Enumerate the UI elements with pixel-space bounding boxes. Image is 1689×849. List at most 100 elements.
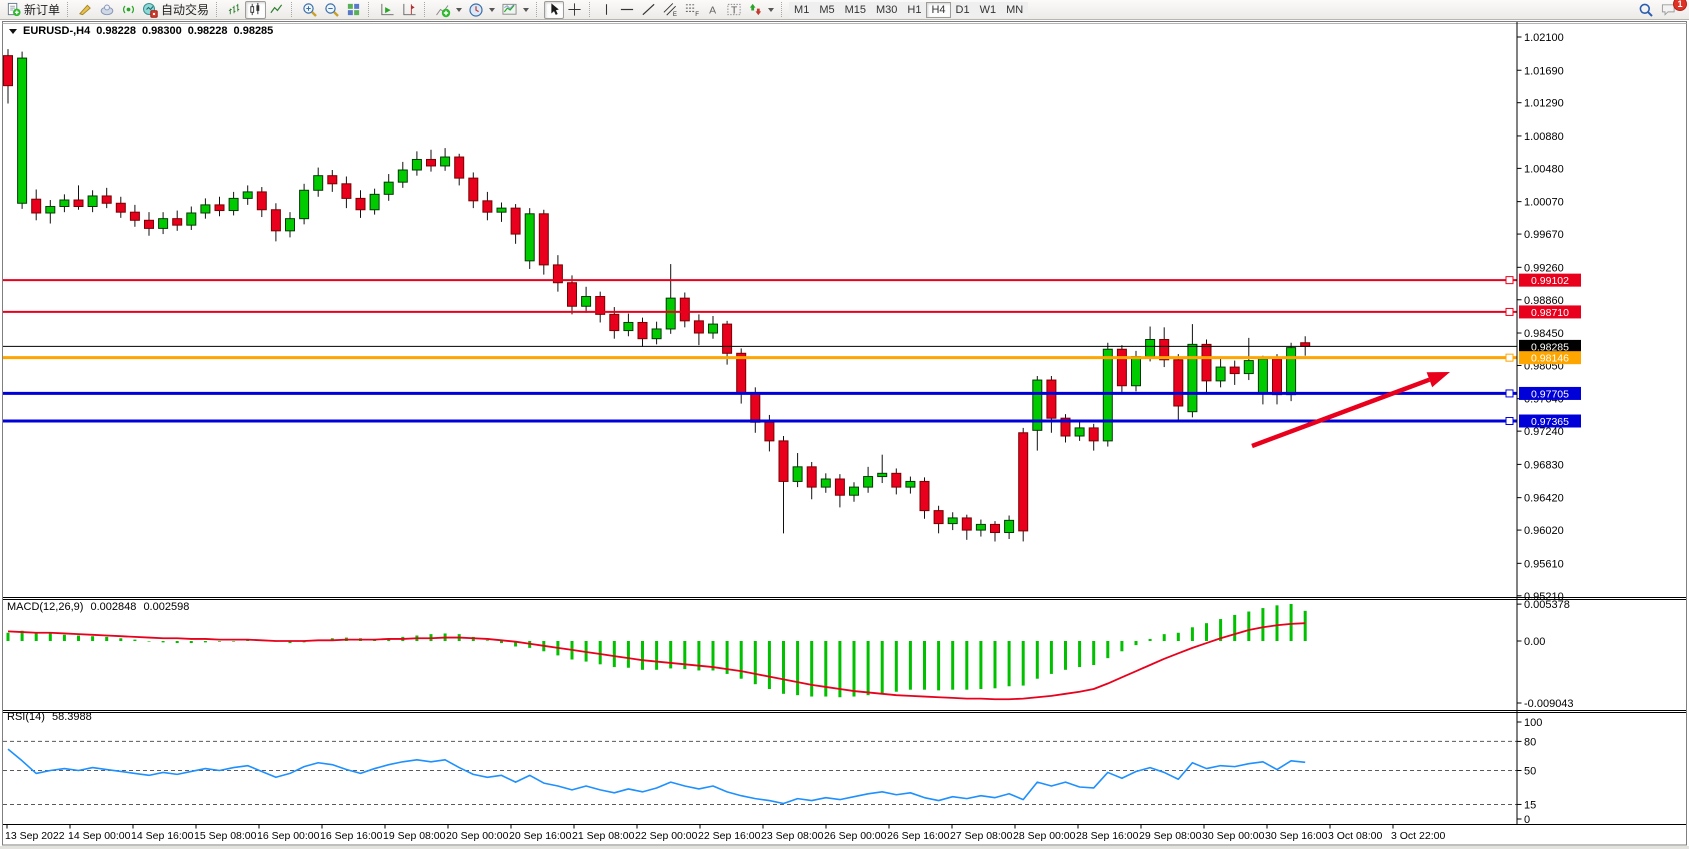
macd-histogram-bar	[1261, 608, 1265, 641]
candle	[1159, 339, 1170, 361]
autotrading-button[interactable]: 自动交易	[139, 1, 212, 19]
time-axis-label: 22 Sep 16:00	[698, 830, 761, 842]
timeframe-m5-button[interactable]: M5	[814, 1, 840, 18]
candle	[609, 313, 620, 332]
time-axis-label: 29 Sep 08:00	[1139, 830, 1202, 842]
timeframe-w1-button[interactable]: W1	[974, 1, 1002, 18]
templates-button[interactable]	[498, 1, 532, 19]
macd-histogram-bar	[203, 641, 207, 643]
time-axis-label: 14 Sep 00:00	[68, 830, 131, 842]
vertical-line-tool-button[interactable]	[597, 1, 616, 19]
candle	[679, 297, 690, 322]
line-chart-mode-button[interactable]	[266, 1, 287, 19]
chart-shift-button[interactable]	[398, 1, 420, 19]
timeframe-h1-button[interactable]: H1	[902, 1, 927, 18]
zoom-in-button[interactable]	[299, 1, 321, 19]
timeframe-h4-button[interactable]: H4	[926, 1, 951, 18]
rsi-name: RSI(14)	[7, 711, 45, 723]
equidistant-channel-tool-button[interactable]: E	[659, 1, 681, 19]
price-level-marker[interactable]	[1505, 353, 1514, 362]
timeframe-d1-button[interactable]: D1	[950, 1, 975, 18]
chat-notification-badge[interactable]: 1	[1673, 0, 1687, 11]
search-icon	[1639, 3, 1653, 17]
horizontal-line-tool-button[interactable]	[616, 1, 638, 19]
candle	[651, 328, 662, 340]
time-axis-label: 30 Sep 16:00	[1265, 830, 1328, 842]
candlestick-mode-button[interactable]	[245, 0, 267, 19]
periods-dropdown-caret[interactable]	[489, 7, 496, 12]
search-button[interactable]	[1635, 1, 1657, 19]
zoom-out-button[interactable]	[321, 1, 343, 19]
price-level-marker[interactable]	[1505, 307, 1514, 316]
macd-histogram-bar	[767, 641, 771, 689]
toolbar-separator	[589, 2, 593, 17]
templates-dropdown-caret[interactable]	[523, 7, 530, 12]
periods-button[interactable]	[465, 1, 498, 19]
candle	[820, 478, 831, 488]
new-order-button[interactable]: 新订单	[3, 1, 63, 19]
bar-chart-mode-button[interactable]	[224, 1, 245, 19]
candle	[172, 218, 183, 226]
candle	[524, 213, 535, 262]
zoom-in-icon	[303, 2, 317, 17]
price-badge-label: 0.99102	[1531, 275, 1569, 287]
trend-arrow-shaft[interactable]	[1251, 377, 1431, 449]
community-button[interactable]	[96, 1, 118, 19]
macd-histogram-bar	[119, 638, 123, 641]
price-level-marker[interactable]	[1505, 417, 1514, 426]
text-label-tool-button[interactable]: T	[723, 1, 745, 19]
macd-label: MACD(12,26,9) 0.002848 0.002598	[7, 601, 193, 613]
price-badge-label: 0.98146	[1531, 353, 1569, 365]
timeframe-m30-button[interactable]: M30	[871, 1, 903, 18]
metaeditor-button[interactable]	[75, 1, 96, 19]
svg-text:E: E	[673, 11, 677, 17]
candle	[411, 158, 422, 171]
macd-histogram-bar	[34, 632, 38, 641]
price-level-marker[interactable]	[1505, 276, 1514, 285]
rsi-axis-label: 15	[1524, 799, 1536, 811]
trend-arrow-head[interactable]	[1426, 372, 1450, 388]
candle	[270, 209, 281, 232]
macd-signal-line	[7, 622, 1306, 701]
macd-histogram-bar	[796, 641, 800, 696]
alerts-button[interactable]	[118, 1, 139, 19]
chart-collapse-icon[interactable]	[9, 28, 17, 34]
auto-scroll-button[interactable]	[376, 1, 398, 19]
candle	[891, 472, 902, 488]
macd-histogram-bar	[147, 641, 151, 642]
arrows-tool-button[interactable]	[745, 1, 777, 19]
tile-windows-button[interactable]	[343, 1, 364, 19]
fibonacci-tool-button[interactable]: F	[681, 1, 703, 19]
toolbar: 新订单 自动交易	[0, 0, 1689, 20]
candle	[919, 480, 930, 512]
price-axis-label: 0.95610	[1524, 558, 1564, 570]
candle	[1018, 432, 1029, 532]
price-chart-canvas: 1.02100 1.01690 1.01290 1.00880 1.00480 1.000…	[0, 21, 1689, 849]
candle	[200, 204, 211, 214]
cursor-tool-button[interactable]	[544, 0, 565, 19]
svg-text:F: F	[695, 11, 699, 17]
arrows-dropdown-caret[interactable]	[768, 7, 775, 12]
macd-histogram-bar	[852, 641, 856, 697]
text-tool-button[interactable]: A	[703, 1, 723, 19]
macd-histogram-bar	[1190, 627, 1194, 641]
chart-area[interactable]: 1.02100 1.01690 1.01290 1.00880 1.00480 1.000…	[0, 20, 1689, 849]
indicators-button[interactable]	[432, 1, 465, 19]
crosshair-tool-button[interactable]	[564, 1, 585, 19]
macd-histogram-bar	[1064, 641, 1067, 670]
candle	[1131, 356, 1141, 387]
timeframe-m15-button[interactable]: M15	[839, 1, 871, 18]
equidistant-channel-icon: E	[663, 3, 677, 17]
candle	[961, 517, 972, 531]
macd-histogram-bar	[810, 641, 814, 697]
price-level-marker[interactable]	[1505, 389, 1514, 398]
horizontal-line-icon	[620, 8, 634, 11]
timeframe-m1-button[interactable]: M1	[789, 1, 815, 18]
timeframe-mn-button[interactable]: MN	[1001, 1, 1029, 18]
trendline-tool-button[interactable]	[638, 1, 659, 19]
candle	[144, 219, 154, 229]
toolbar-separator	[781, 2, 785, 17]
macd-histogram-bar	[20, 630, 24, 641]
indicators-dropdown-caret[interactable]	[456, 7, 463, 12]
macd-histogram-bar	[683, 641, 687, 670]
